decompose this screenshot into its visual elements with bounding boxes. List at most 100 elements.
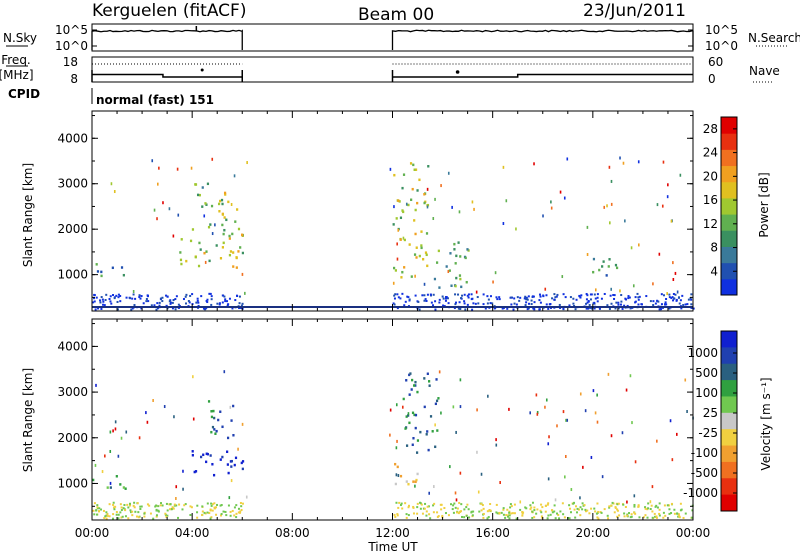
velocity-point-473 — [557, 513, 560, 516]
velocity-point-497 — [646, 516, 649, 519]
velocity-point-301 — [222, 510, 225, 513]
power-point-363 — [523, 297, 526, 300]
power-point-576 — [240, 304, 243, 307]
velocity-point-455 — [453, 502, 456, 505]
power-point-467 — [678, 296, 681, 299]
power-point-585 — [623, 304, 626, 307]
velocity-point-304 — [482, 507, 485, 510]
velocity-point-273 — [169, 508, 172, 511]
velocity-point-70 — [425, 433, 428, 436]
power-point-459 — [538, 308, 541, 311]
power-point-418 — [533, 301, 536, 304]
power-point-78 — [409, 162, 413, 165]
power-point-649 — [652, 282, 654, 286]
power-point-345 — [671, 296, 674, 299]
velocity-point-378 — [521, 514, 524, 517]
velocity-point-575 — [594, 411, 597, 415]
power-point-645 — [563, 196, 566, 200]
velocity-scatter — [92, 370, 694, 520]
power-point-480 — [476, 296, 479, 299]
power-point-340 — [169, 301, 172, 304]
power-point-361 — [166, 295, 169, 298]
velocity-point-45 — [232, 404, 235, 408]
velocity-point-79 — [427, 448, 430, 452]
power-point-424 — [195, 301, 198, 304]
power-point-385 — [99, 299, 102, 302]
velocity-point-18 — [194, 470, 198, 473]
power-point-8 — [205, 250, 208, 253]
power-point-228 — [113, 297, 116, 300]
velocity-point-656 — [173, 415, 175, 419]
power-point-542 — [579, 296, 582, 299]
velocity-point-140 — [480, 509, 483, 512]
velocity-point-78 — [411, 378, 414, 382]
power-point-270 — [512, 308, 515, 311]
velocity-point-441 — [634, 512, 637, 515]
power-cbar-tick-2: 12 — [703, 217, 718, 231]
velocity-point-311 — [579, 514, 582, 517]
velocity-point-111 — [124, 515, 127, 518]
power-point-484 — [689, 296, 692, 299]
power-point-48 — [223, 216, 226, 219]
velocity-point-42 — [217, 418, 220, 422]
power-y-axis-label: Slant Range [km] — [21, 163, 35, 267]
power-point-245 — [185, 293, 188, 296]
power-point-651 — [666, 195, 669, 199]
velocity-point-631 — [564, 454, 567, 458]
velocity-point-380 — [452, 511, 455, 514]
power-point-207 — [119, 300, 122, 303]
power-point-429 — [202, 307, 205, 310]
velocity-point-588 — [535, 393, 538, 397]
velocity-point-646 — [633, 494, 636, 498]
x-tick-5: 20:00 — [576, 526, 611, 540]
power-point-198 — [109, 300, 112, 303]
velocity-point-125 — [451, 508, 454, 511]
velocity-point-92 — [411, 443, 414, 447]
power-point-292 — [610, 302, 613, 305]
velocity-point-60 — [412, 436, 415, 440]
power-point-444 — [530, 299, 533, 302]
power-point-263 — [208, 292, 211, 295]
power-point-201 — [131, 307, 134, 310]
power-point-591 — [393, 294, 396, 297]
power-ytick-0: 1000 — [57, 268, 88, 282]
power-point-688 — [393, 205, 395, 209]
power-point-479 — [92, 301, 95, 304]
velocity-point-397 — [608, 505, 611, 508]
velocity-point-500 — [452, 504, 455, 507]
velocity-point-641 — [554, 498, 557, 502]
velocity-point-200 — [219, 504, 222, 507]
power-point-215 — [457, 307, 460, 310]
velocity-point-637 — [671, 458, 674, 462]
power-point-10 — [203, 251, 206, 255]
power-point-123 — [418, 254, 421, 258]
velocity-point-287 — [513, 512, 516, 515]
velocity-point-293 — [502, 513, 505, 516]
power-point-660 — [176, 167, 179, 171]
power-point-469 — [542, 295, 545, 298]
power-point-117 — [403, 266, 406, 269]
velocity-point-643 — [428, 491, 431, 495]
velocity-point-569 — [565, 418, 567, 422]
power-point-46 — [221, 202, 224, 206]
power-point-587 — [690, 303, 693, 306]
velocity-point-36 — [232, 433, 235, 437]
power-point-244 — [593, 301, 596, 304]
velocity-point-365 — [119, 503, 122, 506]
nsky-series — [91, 26, 694, 50]
velocity-point-270 — [637, 504, 640, 507]
velocity-point-237 — [559, 510, 562, 513]
power-point-99 — [425, 253, 428, 257]
velocity-point-529 — [164, 512, 167, 515]
power-point-690 — [162, 201, 164, 205]
velocity-point-522 — [581, 502, 584, 505]
velocity-point-532 — [115, 513, 118, 516]
power-point-156 — [614, 263, 618, 267]
velocity-point-423 — [630, 513, 633, 516]
velocity-point-514 — [600, 511, 603, 514]
power-point-501 — [218, 303, 221, 306]
velocity-ytick-3: 4000 — [57, 339, 88, 353]
velocity-point-464 — [393, 513, 396, 516]
velocity-point-662 — [114, 420, 117, 424]
power-point-138 — [465, 280, 468, 284]
